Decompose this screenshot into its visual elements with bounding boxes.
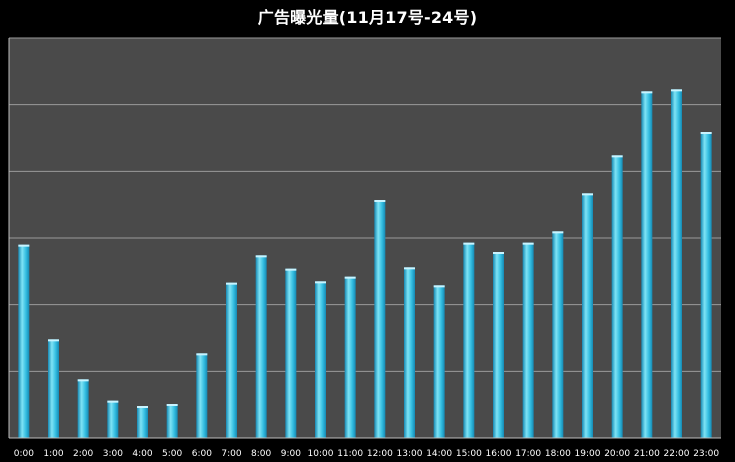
bar-16-00 [493, 252, 504, 438]
bar-cap [641, 91, 653, 94]
bar-13-00 [404, 267, 415, 438]
bar-cap [48, 339, 59, 342]
bar-cap [344, 276, 356, 279]
bar-cap [671, 89, 682, 92]
bar-cap [18, 244, 30, 247]
bar-19-00 [582, 193, 593, 438]
x-tick-label: 23:00 [693, 449, 719, 459]
bar-14-00 [433, 285, 445, 438]
bar-cap [196, 353, 208, 356]
bar-cap [226, 282, 237, 285]
bar-cap [374, 200, 386, 202]
x-tick-labels: 0:00 1:00 2:00 3:00 4:00 5:00 6:00 7:00 8:00 9:00… [14, 449, 720, 459]
x-tick-label: 14:00 [426, 449, 452, 459]
x-tick-label: 4:00 [132, 449, 152, 459]
x-tick-label: 1:00 [43, 449, 63, 459]
bar-10-00 [315, 281, 326, 438]
bar-cap [315, 281, 326, 284]
bar-20-00 [611, 155, 623, 439]
x-tick-label: 10:00 [308, 449, 334, 459]
bar-18-00 [552, 231, 564, 438]
bar-cap [137, 406, 148, 408]
x-tick-label: 3:00 [103, 449, 123, 459]
x-tick-label: 19:00 [575, 449, 601, 459]
bar-12-00 [374, 200, 386, 438]
x-tick-label: 11:00 [337, 449, 363, 459]
bar-15-00 [463, 242, 475, 438]
bar-17-00 [522, 242, 534, 438]
bar-cap [433, 285, 445, 288]
x-tick-label: 7:00 [221, 449, 241, 459]
bar-cap [522, 242, 534, 245]
bar-23-00 [700, 132, 712, 438]
x-tick-label: 8:00 [251, 449, 271, 459]
bar-cap [166, 404, 178, 406]
bar-11-00 [344, 276, 356, 438]
x-tick-label: 21:00 [634, 449, 660, 459]
x-tick-label: 5:00 [162, 449, 182, 459]
x-tick-label: 18:00 [545, 449, 571, 459]
bar-3-00 [107, 400, 119, 438]
x-tick-label: 13:00 [397, 449, 423, 459]
bar-8-00 [255, 255, 267, 438]
x-tick-label: 0:00 [14, 449, 34, 459]
bar-cap [493, 252, 504, 254]
bar-cap [404, 267, 415, 270]
x-tick-label: 12:00 [367, 449, 393, 459]
bar-2-00 [77, 379, 89, 438]
bar-cap [77, 379, 89, 382]
bar-9-00 [285, 268, 297, 438]
bar-4-00 [137, 406, 148, 438]
bar-cap [700, 132, 712, 134]
x-tick-label: 2:00 [73, 449, 93, 459]
x-tick-label: 15:00 [456, 449, 482, 459]
bar-22-00 [671, 89, 682, 438]
bar-1-00 [48, 339, 59, 438]
x-tick-label: 17:00 [515, 449, 541, 459]
bar-cap [611, 155, 623, 158]
gridlines [9, 37, 721, 372]
x-tick-label: 16:00 [486, 449, 512, 459]
bar-21-00 [641, 91, 653, 438]
chart-title: 广告曝光量(11月17号-24号) [257, 8, 478, 27]
bar-cap [463, 242, 475, 245]
bar-cap [552, 231, 564, 234]
bars [18, 89, 712, 439]
bar-7-00 [226, 282, 237, 438]
x-tick-label: 6:00 [192, 449, 212, 459]
bar-cap [107, 400, 119, 403]
x-tick-label: 22:00 [664, 449, 690, 459]
bar-0-00 [18, 244, 30, 438]
bar-cap [582, 193, 593, 196]
x-tick-label: 20:00 [604, 449, 630, 459]
bar-cap [255, 255, 267, 258]
bar-6-00 [196, 353, 208, 438]
bar-cap [285, 268, 297, 271]
bar-5-00 [166, 404, 178, 438]
x-tick-label: 9:00 [281, 449, 301, 459]
